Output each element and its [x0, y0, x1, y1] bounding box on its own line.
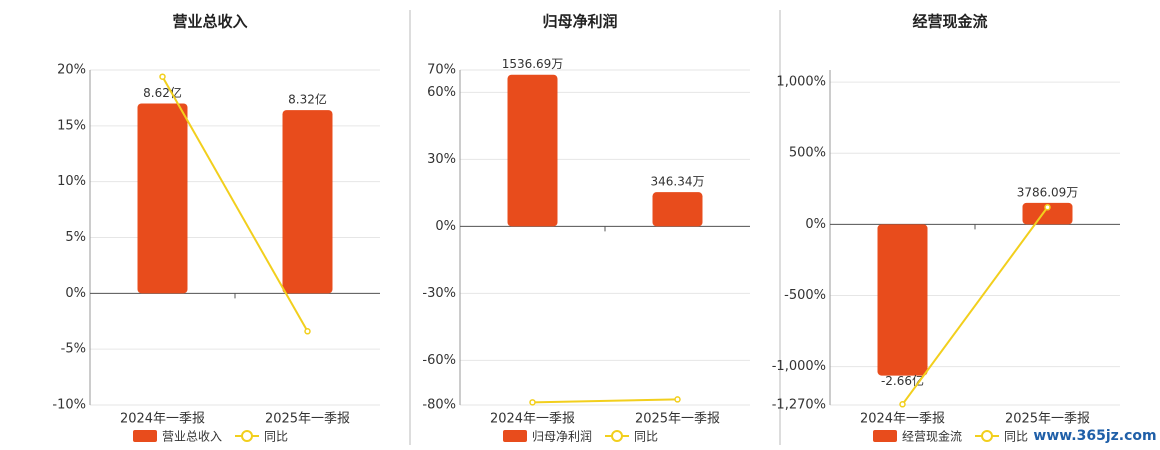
legend-swatch [611, 430, 623, 442]
legend-label: 同比 [264, 430, 288, 444]
value-label: 8.62亿 [143, 85, 182, 100]
y-tick-label: 70% [427, 63, 456, 78]
y-tick-label: -60% [422, 353, 456, 368]
legend-label: 同比 [634, 430, 658, 444]
y-tick-label: 60% [427, 85, 456, 100]
y-tick-label: 0% [805, 217, 826, 232]
line-point [529, 399, 536, 406]
y-tick-label: 1,000% [776, 75, 826, 90]
bar [652, 192, 703, 227]
y-tick-label: -500% [784, 288, 826, 303]
legend-swatch [873, 430, 897, 442]
y-tick-label: -1,000% [772, 359, 826, 374]
chart-title: 营业总收入 [172, 13, 247, 31]
value-label: 3786.09万 [1017, 185, 1079, 199]
y-tick-label: 5% [65, 230, 86, 245]
bar [282, 110, 333, 294]
line [901, 206, 1049, 405]
x-tick-label: 2024年一季报 [860, 412, 945, 427]
value-label: 8.32亿 [288, 92, 327, 107]
legend-label: 营业总收入 [162, 430, 222, 444]
line-point [674, 396, 681, 403]
value-label: 1536.69万 [502, 57, 564, 71]
bar [507, 74, 558, 227]
x-tick-label: 2024年一季报 [490, 412, 575, 427]
y-tick-label: -80% [422, 398, 456, 413]
line [532, 398, 678, 404]
x-tick-label: 2024年一季报 [120, 412, 205, 427]
legend-label: 归母净利润 [532, 430, 592, 444]
legend-swatch [133, 430, 157, 442]
y-tick-label: 20% [57, 63, 86, 78]
line-point [899, 401, 906, 408]
y-tick-label: -30% [422, 286, 456, 301]
line-point [159, 73, 166, 80]
x-tick-label: 2025年一季报 [635, 412, 720, 427]
x-tick-label: 2025年一季报 [1005, 412, 1090, 427]
watermark: www.365jz.com [1033, 428, 1156, 444]
bar [877, 224, 928, 376]
line-point [304, 328, 311, 335]
y-tick-label: 0% [435, 219, 456, 234]
y-tick-label: -1,270% [772, 398, 826, 413]
bar [1022, 202, 1073, 225]
value-label: 346.34万 [651, 175, 705, 189]
y-tick-label: -10% [52, 398, 86, 413]
line-point [1044, 204, 1051, 211]
y-tick-label: 0% [65, 286, 86, 301]
chart-title: 经营现金流 [912, 13, 987, 31]
y-tick-label: 500% [789, 146, 826, 161]
bar [137, 103, 188, 294]
legend-label: 同比 [1004, 430, 1028, 444]
y-tick-label: 10% [57, 174, 86, 189]
legend-swatch [981, 430, 993, 442]
value-label: -2.66亿 [881, 373, 924, 388]
line [161, 76, 309, 332]
legend-label: 经营现金流 [902, 429, 962, 444]
chart-title: 归母净利润 [542, 13, 617, 31]
x-tick-label: 2025年一季报 [265, 412, 350, 427]
y-tick-label: 15% [57, 118, 86, 133]
y-tick-label: -5% [61, 342, 86, 357]
y-tick-label: 30% [427, 152, 456, 167]
legend-swatch [241, 430, 253, 442]
legend-swatch [503, 430, 527, 442]
